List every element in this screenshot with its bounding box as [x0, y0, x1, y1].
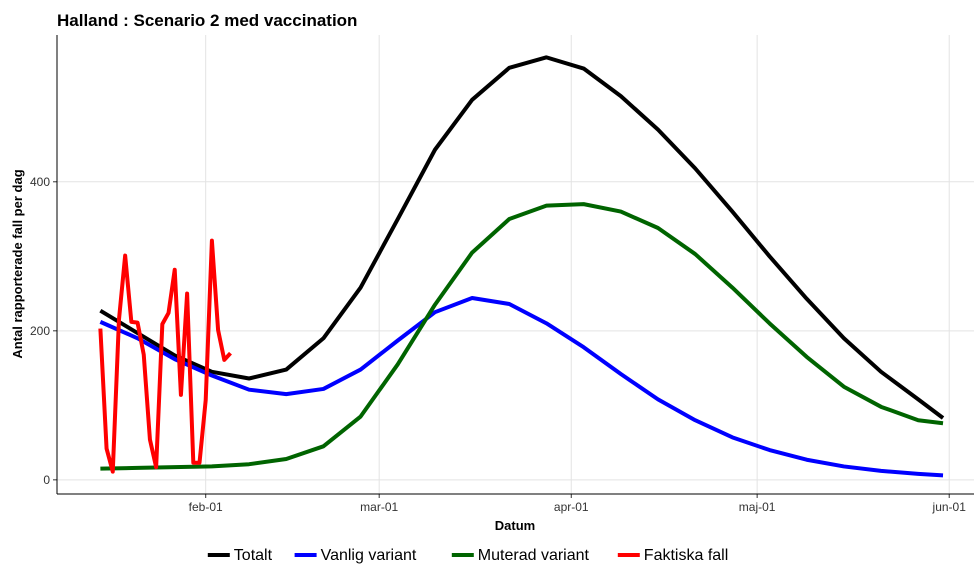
x-axis-title: Datum	[495, 518, 535, 533]
y-tick-label: 400	[30, 175, 50, 189]
legend-label: Faktiska fall	[644, 547, 728, 564]
x-tick-label: maj-01	[739, 500, 776, 514]
x-tick-label: apr-01	[554, 500, 589, 514]
x-tick-label: mar-01	[360, 500, 398, 514]
x-tick-label: jun-01	[932, 500, 967, 514]
series-line	[100, 202, 944, 471]
y-tick-label: 0	[43, 473, 50, 487]
y-axis-title: Antal rapporterade fall per dag	[10, 169, 25, 358]
series-line	[99, 55, 945, 420]
series-line	[99, 296, 944, 478]
x-tick-label: feb-01	[189, 500, 223, 514]
chart-title: Halland : Scenario 2 med vaccination	[57, 11, 357, 30]
legend-label: Totalt	[234, 547, 273, 564]
legend-label: Muterad variant	[478, 547, 590, 564]
legend-label: Vanlig variant	[321, 547, 417, 564]
series-line	[98, 238, 232, 474]
y-tick-label: 200	[30, 324, 50, 338]
